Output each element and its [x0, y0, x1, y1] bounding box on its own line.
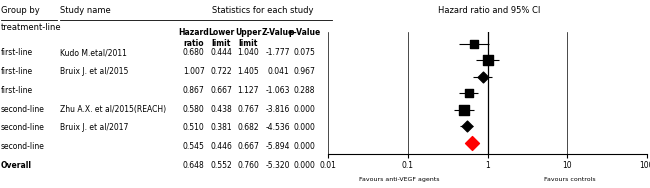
Text: 0.767: 0.767 — [237, 105, 259, 114]
Text: 0.000: 0.000 — [293, 142, 315, 151]
Text: 0.867: 0.867 — [183, 86, 205, 95]
Text: -1.063: -1.063 — [266, 86, 291, 95]
Text: first-line: first-line — [1, 48, 32, 57]
Text: Hazard ratio and 95% CI: Hazard ratio and 95% CI — [438, 6, 540, 15]
Text: Z-Value: Z-Value — [262, 28, 294, 37]
Text: 0.446: 0.446 — [210, 142, 232, 151]
Point — [477, 75, 488, 78]
Text: p-Value: p-Value — [288, 28, 320, 37]
Text: second-line: second-line — [1, 123, 44, 132]
Text: second-line: second-line — [1, 105, 44, 114]
Text: 0.381: 0.381 — [210, 123, 232, 132]
Text: 1.405: 1.405 — [237, 67, 259, 76]
Text: 0.041: 0.041 — [267, 67, 289, 76]
Point — [482, 58, 493, 61]
Point — [459, 108, 469, 111]
Text: 0.667: 0.667 — [237, 142, 259, 151]
Text: 0.444: 0.444 — [210, 48, 232, 57]
Text: 0.680: 0.680 — [183, 48, 205, 57]
Text: Statistics for each study: Statistics for each study — [212, 6, 313, 15]
Text: Bruix J. et al/2017: Bruix J. et al/2017 — [60, 123, 128, 132]
Text: Bruix J. et al/2015: Bruix J. et al/2015 — [60, 67, 128, 76]
Text: 0.075: 0.075 — [293, 48, 315, 57]
Text: 0.545: 0.545 — [183, 142, 205, 151]
Text: first-line: first-line — [1, 67, 32, 76]
Text: Study name: Study name — [60, 6, 110, 15]
Text: 0.760: 0.760 — [237, 161, 259, 170]
Text: 0.000: 0.000 — [293, 123, 315, 132]
Text: 0.967: 0.967 — [293, 67, 315, 76]
Text: 0.552: 0.552 — [210, 161, 232, 170]
Point — [469, 42, 479, 45]
Text: -3.816: -3.816 — [266, 105, 291, 114]
Text: first-line: first-line — [1, 86, 32, 95]
Text: Kudo M.etal/2011: Kudo M.etal/2011 — [60, 48, 127, 57]
Text: Upper
limit: Upper limit — [235, 28, 261, 48]
Text: Hazard
ratio: Hazard ratio — [178, 28, 209, 48]
Text: -5.894: -5.894 — [266, 142, 291, 151]
Point — [467, 141, 478, 144]
Text: 0.648: 0.648 — [183, 161, 205, 170]
Text: 1.007: 1.007 — [183, 67, 205, 76]
Text: Group by: Group by — [1, 6, 40, 15]
Text: -4.536: -4.536 — [266, 123, 291, 132]
Text: 0.288: 0.288 — [293, 86, 315, 95]
Text: -5.320: -5.320 — [266, 161, 291, 170]
Text: 0.722: 0.722 — [210, 67, 232, 76]
Text: 0.438: 0.438 — [210, 105, 232, 114]
Point — [462, 125, 472, 128]
Point — [463, 92, 474, 95]
Text: treatment-line: treatment-line — [1, 23, 61, 32]
Text: Zhu A.X. et al/2015(REACH): Zhu A.X. et al/2015(REACH) — [60, 105, 166, 114]
Text: Favours controls: Favours controls — [544, 177, 595, 182]
Text: -1.777: -1.777 — [266, 48, 291, 57]
Text: Lower
limit: Lower limit — [208, 28, 234, 48]
Text: Favours anti-VEGF agents: Favours anti-VEGF agents — [359, 177, 439, 182]
Text: 0.682: 0.682 — [237, 123, 259, 132]
Text: 0.000: 0.000 — [293, 105, 315, 114]
Text: 1.040: 1.040 — [237, 48, 259, 57]
Text: 1.127: 1.127 — [237, 86, 259, 95]
Text: 0.580: 0.580 — [183, 105, 205, 114]
Text: 0.667: 0.667 — [210, 86, 232, 95]
Text: 0.510: 0.510 — [183, 123, 205, 132]
Text: Overall: Overall — [1, 161, 32, 170]
Text: second-line: second-line — [1, 142, 44, 151]
Text: 0.000: 0.000 — [293, 161, 315, 170]
